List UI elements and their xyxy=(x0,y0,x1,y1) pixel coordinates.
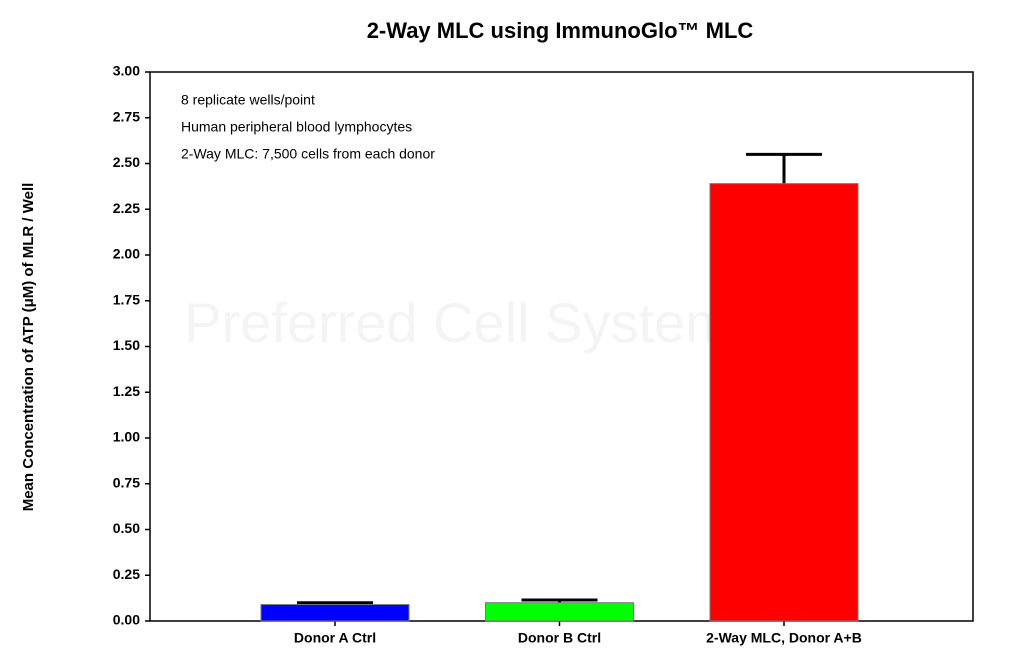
y-tick-label: 0.25 xyxy=(113,566,140,582)
y-tick-label: 0.00 xyxy=(113,612,140,628)
y-tick-label: 1.00 xyxy=(113,429,140,445)
x-tick-label: Donor B Ctrl xyxy=(518,630,601,646)
bar xyxy=(485,602,634,622)
y-tick-label: 0.50 xyxy=(113,520,140,536)
y-tick-label: 1.50 xyxy=(113,337,140,353)
annotation: Human peripheral blood lymphocytes xyxy=(181,119,412,135)
x-tick-label: Donor A Ctrl xyxy=(294,630,376,646)
annotation: 8 replicate wells/point xyxy=(181,92,315,108)
y-tick-label: 2.50 xyxy=(113,154,140,170)
y-tick-label: 2.00 xyxy=(113,246,140,262)
y-tick-label: 2.25 xyxy=(113,200,140,216)
y-tick-label: 0.75 xyxy=(113,474,140,490)
bar xyxy=(709,183,859,622)
x-tick-label: 2-Way MLC, Donor A+B xyxy=(706,630,862,646)
chart-title: 2-Way MLC using ImmunoGlo™ MLC xyxy=(367,18,754,43)
y-tick-label: 3.00 xyxy=(113,63,140,79)
y-tick-label: 1.75 xyxy=(113,291,140,307)
y-tick-label: 1.25 xyxy=(113,383,140,399)
bar xyxy=(260,604,410,622)
annotation: 2-Way MLC: 7,500 cells from each donor xyxy=(181,146,435,162)
y-axis-label: Mean Concentration of ATP (μM) of MLR / … xyxy=(20,183,37,512)
y-tick-label: 2.75 xyxy=(113,108,140,124)
